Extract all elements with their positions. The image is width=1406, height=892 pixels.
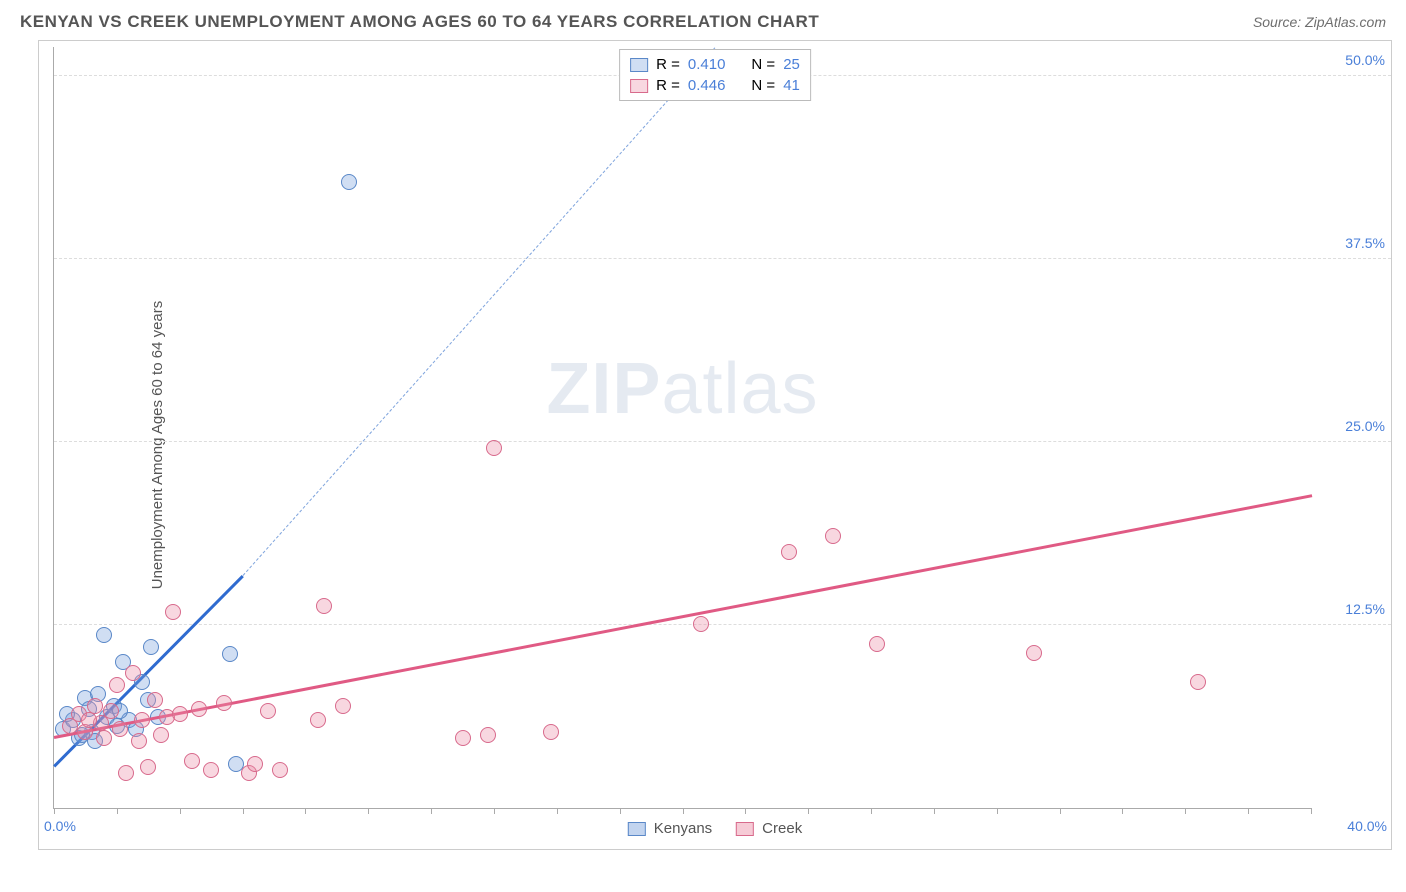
- data-point: [172, 706, 188, 722]
- data-point: [203, 762, 219, 778]
- correlation-legend: R = 0.410 N = 25 R = 0.446 N = 41: [619, 49, 811, 101]
- source-attribution: Source: ZipAtlas.com: [1253, 14, 1386, 30]
- plot-area: ZIPatlas 12.5%25.0%37.5%50.0%0.0%40.0%: [53, 47, 1311, 809]
- data-point: [341, 174, 357, 190]
- data-point: [165, 604, 181, 620]
- legend-r-value: 0.446: [688, 77, 726, 94]
- x-tick: [368, 808, 369, 814]
- data-point: [310, 712, 326, 728]
- x-tick: [997, 808, 998, 814]
- data-point: [825, 528, 841, 544]
- data-point: [131, 733, 147, 749]
- data-point: [781, 544, 797, 560]
- legend-label: Kenyans: [654, 820, 712, 837]
- x-origin-label: 0.0%: [44, 818, 76, 834]
- data-point: [693, 616, 709, 632]
- y-tick-label: 12.5%: [1345, 601, 1385, 617]
- data-point: [81, 712, 97, 728]
- data-point: [118, 765, 134, 781]
- legend-r-value: 0.410: [688, 56, 726, 73]
- x-tick: [1060, 808, 1061, 814]
- data-point: [216, 695, 232, 711]
- chart-title: KENYAN VS CREEK UNEMPLOYMENT AMONG AGES …: [20, 12, 819, 32]
- legend-r-label: R =: [656, 56, 680, 73]
- data-point: [272, 762, 288, 778]
- data-point: [543, 724, 559, 740]
- legend-row: R = 0.410 N = 25: [630, 54, 800, 75]
- trend-line: [54, 494, 1312, 738]
- watermark: ZIPatlas: [546, 348, 818, 430]
- data-point: [96, 627, 112, 643]
- x-tick: [1311, 808, 1312, 814]
- data-point: [140, 759, 156, 775]
- gridline: [54, 441, 1391, 442]
- legend-swatch: [630, 58, 648, 72]
- x-tick: [54, 808, 55, 814]
- legend-r-label: R =: [656, 77, 680, 94]
- x-tick: [494, 808, 495, 814]
- data-point: [191, 701, 207, 717]
- x-tick: [1185, 808, 1186, 814]
- data-point: [153, 727, 169, 743]
- x-tick: [871, 808, 872, 814]
- x-tick: [431, 808, 432, 814]
- data-point: [260, 703, 276, 719]
- data-point: [87, 698, 103, 714]
- x-tick: [934, 808, 935, 814]
- data-point: [480, 727, 496, 743]
- legend-swatch: [630, 79, 648, 93]
- x-tick: [1248, 808, 1249, 814]
- data-point: [147, 692, 163, 708]
- data-point: [316, 598, 332, 614]
- legend-n-label: N =: [751, 56, 775, 73]
- data-point: [869, 636, 885, 652]
- data-point: [134, 712, 150, 728]
- chart-container: Unemployment Among Ages 60 to 64 years Z…: [38, 40, 1392, 850]
- data-point: [335, 698, 351, 714]
- data-point: [125, 665, 141, 681]
- legend-swatch: [736, 822, 754, 836]
- data-point: [109, 677, 125, 693]
- trend-line-dashed: [242, 47, 714, 575]
- watermark-bold: ZIP: [546, 349, 661, 429]
- y-tick-label: 50.0%: [1345, 52, 1385, 68]
- data-point: [143, 639, 159, 655]
- gridline: [54, 624, 1391, 625]
- header: KENYAN VS CREEK UNEMPLOYMENT AMONG AGES …: [0, 0, 1406, 40]
- y-tick-label: 37.5%: [1345, 235, 1385, 251]
- data-point: [486, 440, 502, 456]
- x-tick: [305, 808, 306, 814]
- legend-n-label: N =: [751, 77, 775, 94]
- legend-item: Kenyans: [628, 820, 712, 837]
- series-legend: Kenyans Creek: [628, 820, 802, 837]
- x-tick: [808, 808, 809, 814]
- legend-row: R = 0.446 N = 41: [630, 75, 800, 96]
- x-max-label: 40.0%: [1347, 818, 1387, 834]
- x-tick: [683, 808, 684, 814]
- y-tick-label: 25.0%: [1345, 418, 1385, 434]
- data-point: [112, 721, 128, 737]
- data-point: [247, 756, 263, 772]
- x-tick: [180, 808, 181, 814]
- legend-n-value: 41: [783, 77, 800, 94]
- legend-item: Creek: [736, 820, 802, 837]
- x-tick: [117, 808, 118, 814]
- x-tick: [745, 808, 746, 814]
- data-point: [1026, 645, 1042, 661]
- x-tick: [1122, 808, 1123, 814]
- data-point: [184, 753, 200, 769]
- data-point: [96, 730, 112, 746]
- legend-label: Creek: [762, 820, 802, 837]
- x-tick: [243, 808, 244, 814]
- data-point: [1190, 674, 1206, 690]
- data-point: [455, 730, 471, 746]
- data-point: [103, 703, 119, 719]
- gridline: [54, 258, 1391, 259]
- watermark-light: atlas: [661, 349, 818, 429]
- legend-n-value: 25: [783, 56, 800, 73]
- x-tick: [557, 808, 558, 814]
- legend-swatch: [628, 822, 646, 836]
- data-point: [222, 646, 238, 662]
- x-tick: [620, 808, 621, 814]
